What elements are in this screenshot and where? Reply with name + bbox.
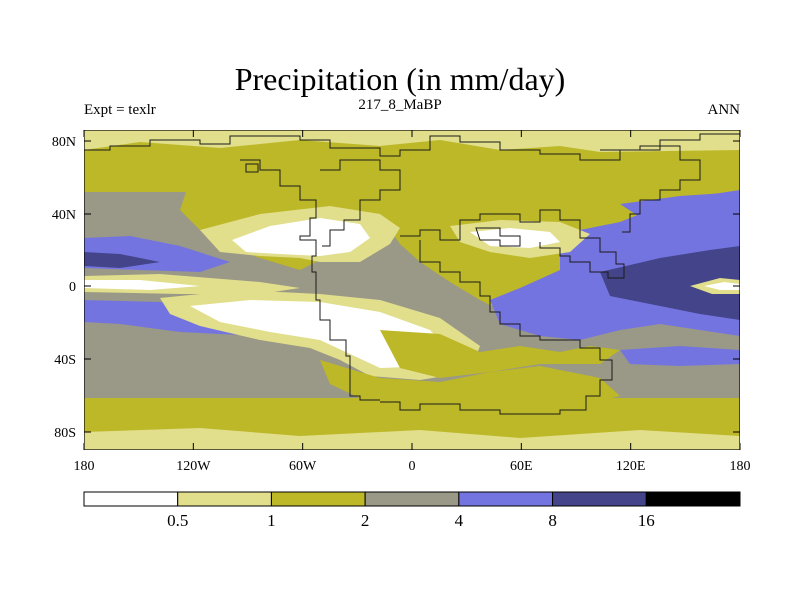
field-equator-dry	[84, 280, 200, 290]
lat-tick-label: 0	[69, 280, 76, 295]
lat-tick-label: 80S	[54, 426, 76, 441]
colorbar-swatch	[177, 491, 272, 507]
field-asia-desert	[470, 228, 560, 248]
lon-tick-label: 180	[74, 459, 95, 474]
colorbar-swatch	[645, 491, 741, 507]
field-south-blue-strip	[620, 346, 740, 366]
colorbar-level-label: 1	[267, 511, 276, 530]
colorbar-swatch	[364, 491, 460, 507]
colorbar-level-label: 8	[548, 511, 557, 530]
field-warm-pool-dark	[600, 246, 740, 320]
coast-east-asia	[600, 145, 701, 233]
field-south-continent-yellow	[320, 360, 620, 412]
colorbar: 0.5 1 2 4 8 16	[83, 491, 741, 530]
coast-gondwana	[380, 240, 613, 415]
field-south-desert	[190, 300, 450, 368]
colorbar-swatch	[458, 491, 554, 507]
lon-tick-label: 60W	[289, 459, 317, 474]
lat-tick-label: 80N	[52, 135, 76, 150]
coast-arctic	[84, 133, 740, 161]
colorbar-level-label: 2	[361, 511, 370, 530]
coast-americas-west	[240, 159, 380, 401]
coast-island	[245, 163, 259, 173]
lon-tick-label: 60E	[510, 459, 533, 474]
field-npacific-dark	[84, 252, 160, 268]
coastlines	[84, 133, 740, 415]
colorbar-swatch	[270, 491, 366, 507]
experiment-label: Expt = texlr	[84, 102, 156, 118]
period-label: 217_8_MaBP	[358, 97, 442, 113]
latitude-axis: 80N 40N 0 40S 80S	[52, 135, 740, 441]
lon-tick-label: 120E	[616, 459, 646, 474]
lat-tick-label: 40N	[52, 208, 76, 223]
lon-tick-label: 180	[730, 459, 751, 474]
coast-eurasia	[400, 209, 625, 279]
colorbar-swatch	[83, 491, 179, 507]
coast-inland-sea	[475, 227, 521, 247]
main-title: Precipitation (in mm/day)	[234, 61, 566, 97]
lat-tick-label: 40S	[54, 353, 76, 368]
colorbar-level-label: 4	[455, 511, 464, 530]
field-south-africa-yellow	[380, 330, 620, 378]
longitude-axis: 180 120W 60W 0 60E 120E 180	[74, 130, 751, 474]
season-label: ANN	[707, 102, 741, 118]
colorbar-swatch	[552, 491, 647, 507]
lon-tick-label: 0	[409, 459, 416, 474]
lon-tick-label: 120W	[176, 459, 211, 474]
field-antarctic-light	[84, 428, 740, 450]
map-plot-area	[84, 130, 740, 450]
colorbar-level-label: 0.5	[167, 511, 188, 530]
field-north-desert	[232, 218, 370, 256]
coast-greenland	[320, 159, 401, 247]
field-east-equator-dry	[704, 282, 740, 290]
colorbar-level-label: 16	[638, 511, 655, 530]
